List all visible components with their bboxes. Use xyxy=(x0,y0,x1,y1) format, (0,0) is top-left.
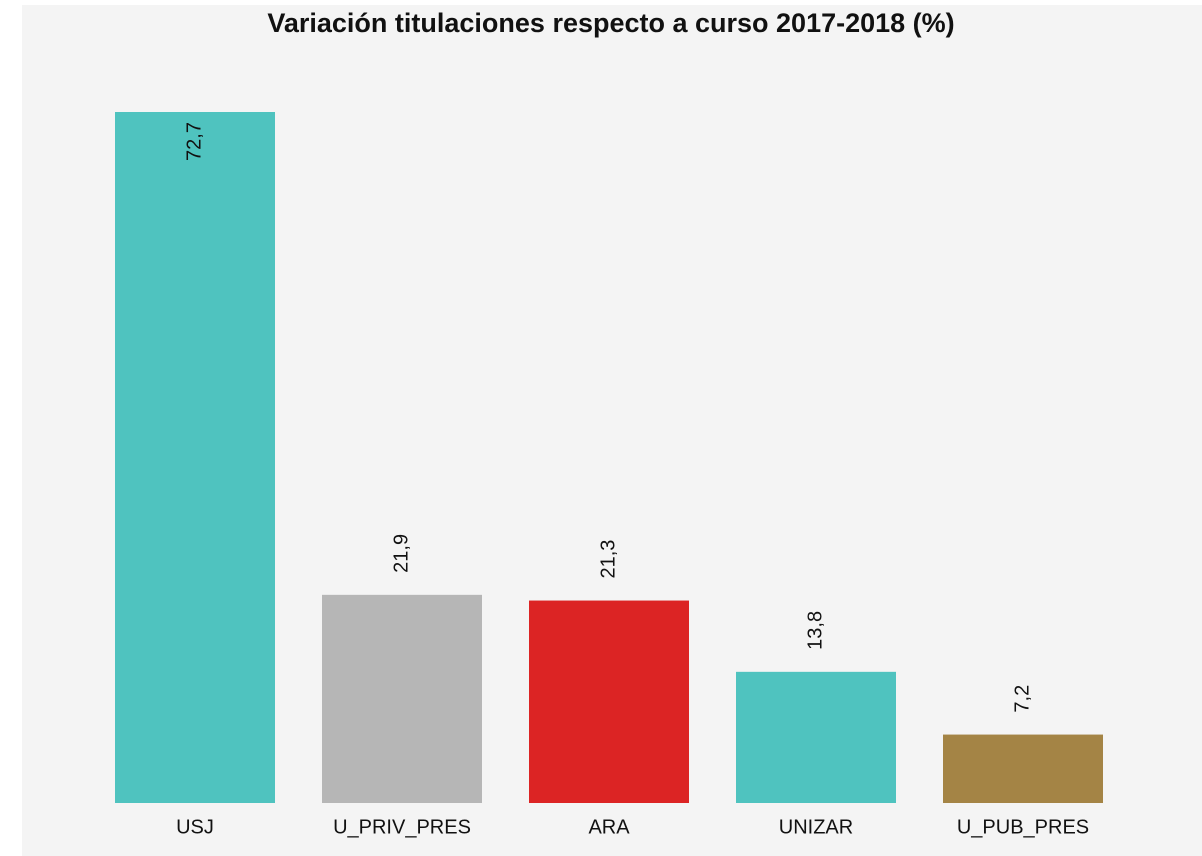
bar xyxy=(115,112,275,803)
x-tick-label: UNIZAR xyxy=(779,816,853,838)
x-tick-label: U_PUB_PRES xyxy=(957,816,1089,838)
bar xyxy=(943,734,1103,803)
data-label: 72,7 xyxy=(183,122,205,161)
data-label: 21,9 xyxy=(390,534,412,573)
bar xyxy=(322,594,482,803)
bar xyxy=(529,600,689,803)
data-label: 13,8 xyxy=(804,611,826,650)
x-tick-label: U_PRIV_PRES xyxy=(333,816,471,838)
x-tick-label: USJ xyxy=(176,816,214,838)
bar xyxy=(736,671,896,803)
data-label: 21,3 xyxy=(597,540,619,579)
data-label: 7,2 xyxy=(1011,685,1033,713)
x-tick-label: ARA xyxy=(588,816,630,838)
chart-title: Variación titulaciones respecto a curso … xyxy=(267,8,954,38)
